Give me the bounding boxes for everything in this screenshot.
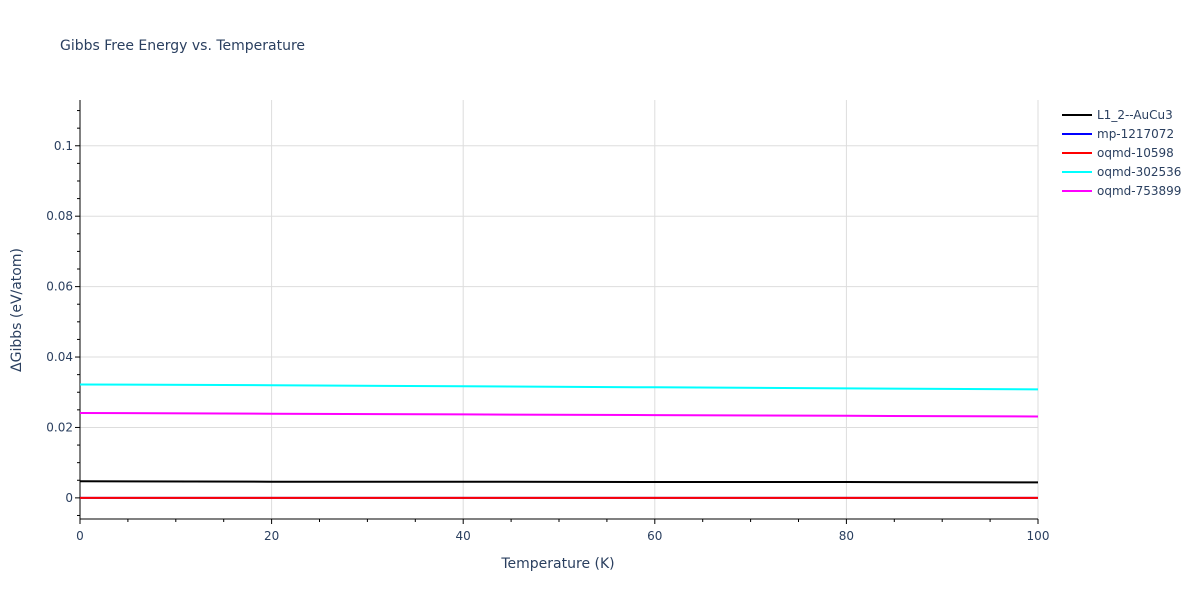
legend-label: oqmd-753899 [1097, 184, 1181, 198]
y-tick-label: 0.04 [46, 350, 73, 364]
x-tick-label: 80 [839, 529, 854, 543]
axes [75, 100, 1039, 524]
grid [80, 100, 1039, 519]
x-tick-label: 60 [647, 529, 662, 543]
y-tick-label: 0.02 [46, 420, 73, 434]
x-axis-title: Temperature (K) [500, 556, 614, 572]
y-tick-label: 0.08 [46, 209, 73, 223]
x-tick-label: 0 [76, 529, 84, 543]
y-axis-title: ΔGibbs (eV/atom) [9, 248, 25, 372]
series-line-L1_2--AuCu3 [79, 480, 1039, 484]
x-tick-label: 40 [456, 529, 471, 543]
legend-label: oqmd-302536 [1097, 165, 1181, 179]
legend-label: mp-1217072 [1097, 127, 1174, 141]
x-tick-label: 20 [264, 529, 279, 543]
chart-title: Gibbs Free Energy vs. Temperature [60, 38, 305, 54]
series-lines [79, 383, 1039, 499]
tick-labels: 0 20 40 60 80 100 0 0.02 0.04 0.06 0.08 0.1 [46, 139, 1049, 543]
legend-label: oqmd-10598 [1097, 146, 1174, 160]
x-tick-label: 100 [1027, 529, 1050, 543]
legend: L1_2--AuCu3 mp-1217072 oqmd-10598 oqmd-3025… [1062, 108, 1181, 198]
y-tick-label: 0 [65, 491, 73, 505]
series-line-oqmd-753899 [79, 412, 1039, 418]
series-line-oqmd-302536 [79, 383, 1039, 391]
y-tick-label: 0.1 [54, 139, 73, 153]
legend-label: L1_2--AuCu3 [1097, 108, 1173, 122]
y-tick-label: 0.06 [46, 280, 73, 294]
